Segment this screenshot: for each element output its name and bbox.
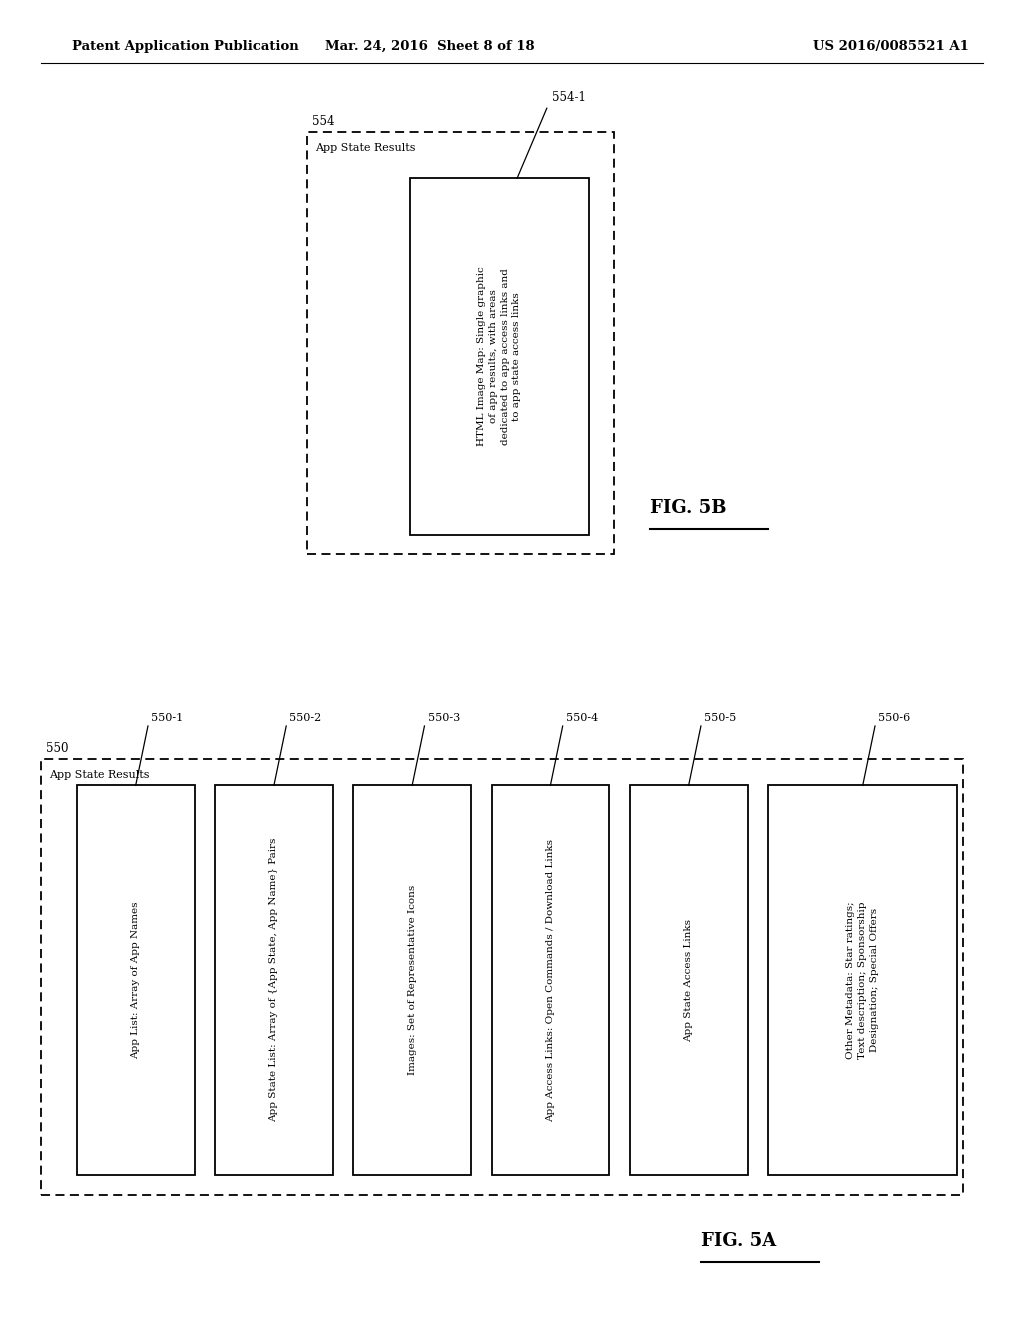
Text: FIG. 5B: FIG. 5B: [650, 499, 727, 517]
Text: Other Metadata: Star ratings;
Text description; Sponsorship
Designation; Special: Other Metadata: Star ratings; Text descr…: [847, 902, 879, 1059]
Text: App State Access Links: App State Access Links: [684, 919, 693, 1041]
Text: App State Results: App State Results: [315, 143, 416, 153]
Text: 550-5: 550-5: [705, 713, 736, 723]
Text: App State List: Array of {App State, App Name} Pairs: App State List: Array of {App State, App…: [269, 838, 279, 1122]
Bar: [410, 178, 589, 535]
Text: FIG. 5A: FIG. 5A: [701, 1232, 776, 1250]
Bar: [630, 785, 748, 1175]
Text: 550-1: 550-1: [152, 713, 183, 723]
Text: 550-6: 550-6: [879, 713, 910, 723]
Text: App State Results: App State Results: [49, 770, 150, 780]
Text: Mar. 24, 2016  Sheet 8 of 18: Mar. 24, 2016 Sheet 8 of 18: [326, 40, 535, 53]
Text: 554-1: 554-1: [552, 91, 586, 104]
Bar: [41, 759, 963, 1195]
Text: Images: Set of Representative Icons: Images: Set of Representative Icons: [408, 884, 417, 1076]
Text: App List: Array of App Names: App List: Array of App Names: [131, 902, 140, 1059]
Bar: [77, 785, 195, 1175]
Text: App Access Links: Open Commands / Download Links: App Access Links: Open Commands / Downlo…: [546, 838, 555, 1122]
Bar: [307, 132, 614, 554]
Text: 550-4: 550-4: [565, 713, 598, 723]
Text: Patent Application Publication: Patent Application Publication: [72, 40, 298, 53]
Text: 550: 550: [46, 742, 69, 755]
Bar: [768, 785, 957, 1175]
Text: 550-3: 550-3: [428, 713, 460, 723]
Bar: [215, 785, 333, 1175]
Bar: [492, 785, 609, 1175]
Text: 550-2: 550-2: [290, 713, 322, 723]
Text: HTML Image Map: Single graphic
of app results, with areas
dedicated to app acces: HTML Image Map: Single graphic of app re…: [477, 267, 521, 446]
Text: US 2016/0085521 A1: US 2016/0085521 A1: [813, 40, 969, 53]
Text: 554: 554: [312, 115, 335, 128]
Bar: [353, 785, 471, 1175]
